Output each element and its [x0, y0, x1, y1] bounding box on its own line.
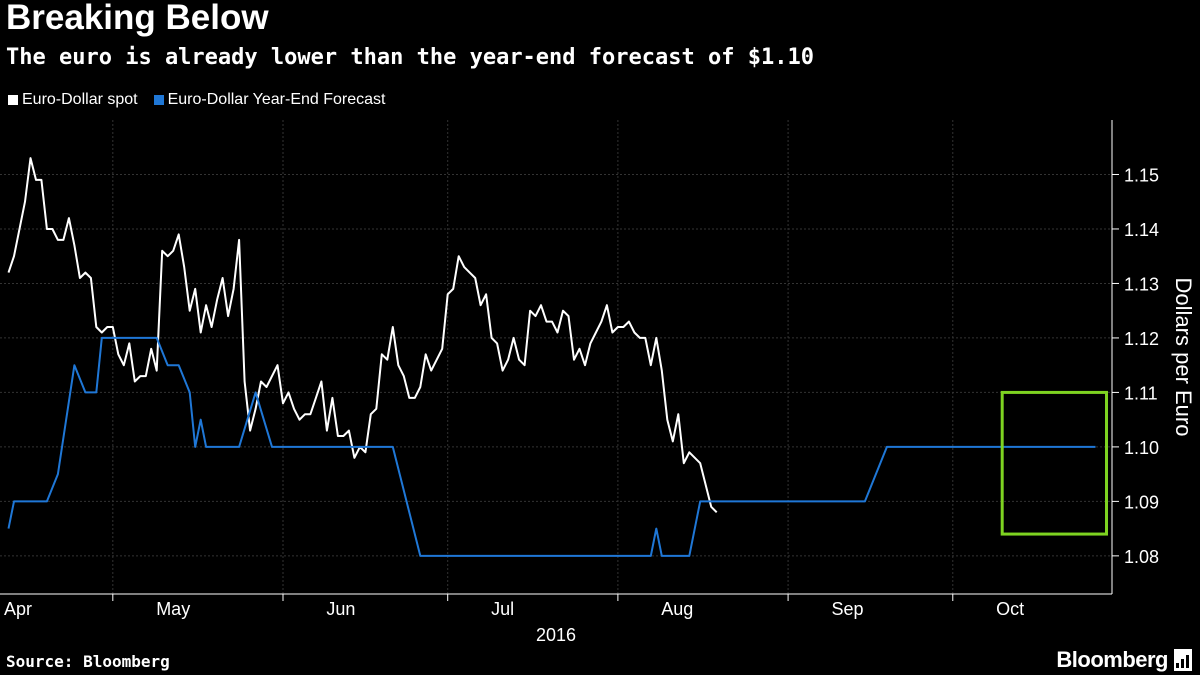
axes: 1.08 1.09 1.10 1.11 1.12 1.13 1.14 1.15 Apr May Ju…: [0, 120, 1196, 645]
x-tick-label: May: [156, 599, 190, 619]
x-tick-label: Oct: [996, 599, 1024, 619]
x-tick-label: Aug: [661, 599, 693, 619]
legend-label-forecast: Euro-Dollar Year-End Forecast: [167, 91, 386, 108]
series-line-forecast: [7, 336, 1096, 557]
source-label: Source: Bloomberg: [6, 652, 170, 671]
x-tick-label: Sep: [831, 599, 863, 619]
y-tick-label: 1.08: [1124, 547, 1159, 567]
y-tick-label: 1.13: [1124, 274, 1159, 294]
y-tick-label: 1.15: [1124, 165, 1159, 185]
legend-swatch-forecast: [153, 95, 164, 105]
y-tick-label: 1.12: [1124, 329, 1159, 349]
series-line-spot: [7, 157, 718, 514]
x-tick-label: Jun: [326, 599, 355, 619]
x-year-label: 2016: [536, 625, 576, 645]
terminal-icon: [1174, 649, 1192, 671]
legend-item-spot: Euro-Dollar spot: [8, 91, 138, 109]
brand: Bloomberg: [1056, 647, 1192, 673]
y-tick-label: 1.11: [1124, 383, 1158, 403]
series-lines: [7, 157, 1096, 557]
y-tick-label: 1.10: [1124, 438, 1159, 458]
y-tick-label: 1.09: [1124, 492, 1159, 512]
x-tick-label: Apr: [4, 599, 32, 619]
y-tick-label: 1.14: [1124, 220, 1159, 240]
chart-title: Breaking Below: [6, 0, 269, 37]
legend: Euro-Dollar spot Euro-Dollar Year-End Fo…: [8, 91, 386, 109]
x-tick-label: Jul: [491, 599, 514, 619]
legend-label-spot: Euro-Dollar spot: [22, 91, 138, 108]
annotations: [1000, 390, 1108, 536]
grid-lines: [0, 120, 1112, 594]
legend-swatch-spot: [8, 95, 18, 105]
brand-logo: Bloomberg: [1056, 647, 1168, 672]
chart-subtitle: The euro is already lower than the year-…: [6, 45, 814, 70]
highlight-box: [1000, 390, 1108, 536]
legend-item-forecast: Euro-Dollar Year-End Forecast: [153, 91, 386, 109]
y-axis-title: Dollars per Euro: [1171, 278, 1196, 437]
